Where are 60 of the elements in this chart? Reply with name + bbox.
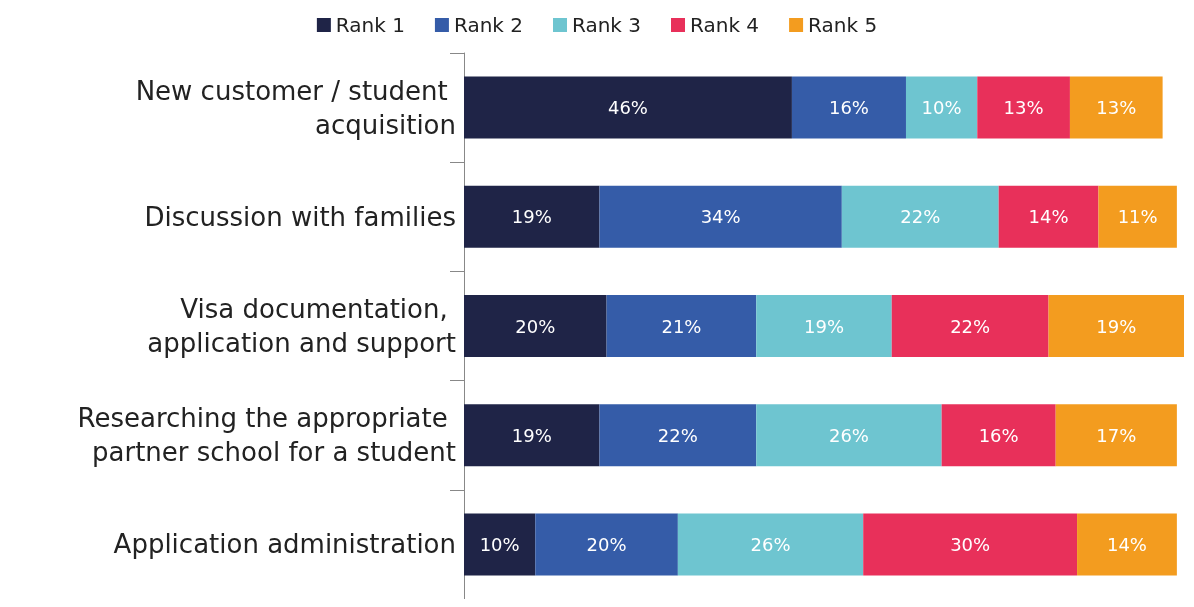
bar [606, 295, 757, 357]
y-tick-label: Application administration [113, 529, 456, 560]
data-label: 10% [921, 97, 962, 119]
bar [841, 185, 999, 248]
data-label: 16% [828, 97, 869, 119]
bar [464, 513, 536, 576]
bar [941, 404, 1056, 467]
bar [464, 185, 600, 248]
data-label: 34% [700, 206, 741, 228]
bar [891, 295, 1049, 357]
legend-label: Rank 4 [690, 13, 760, 37]
bar [1069, 76, 1163, 139]
bar [1048, 295, 1184, 357]
data-label: 46% [607, 97, 648, 119]
bar [599, 185, 842, 248]
bar [756, 404, 942, 467]
legend-label: Rank 5 [808, 13, 878, 37]
data-label: 20% [586, 533, 627, 555]
data-label: 13% [1096, 97, 1137, 119]
bar [1055, 404, 1177, 467]
data-label: 10% [479, 533, 520, 555]
legend-label: Rank 2 [453, 13, 523, 37]
bar [677, 513, 864, 576]
data-label: 22% [950, 315, 991, 337]
data-label: 21% [661, 315, 702, 337]
y-tick-label: Visa documentation, application and support [147, 294, 456, 358]
bar [905, 76, 978, 139]
bar [998, 185, 1099, 248]
data-label: 14% [1028, 206, 1069, 228]
bar [599, 404, 757, 467]
bar [977, 76, 1070, 139]
legend-label: Rank 1 [335, 13, 405, 37]
data-label: 17% [1096, 424, 1137, 446]
bar [791, 76, 906, 139]
data-label: 30% [950, 533, 991, 555]
bar [756, 295, 892, 357]
data-label: 26% [828, 424, 869, 446]
data-label: 19% [511, 424, 552, 446]
data-label: 26% [750, 533, 791, 555]
data-label: 14% [1106, 533, 1147, 555]
bar [1077, 513, 1177, 576]
data-label: 20% [515, 315, 556, 337]
bar [535, 513, 678, 576]
bar [1098, 185, 1177, 248]
data-label: 19% [803, 315, 845, 337]
y-tick-label: Researching the appropriate partner school for a student [77, 403, 456, 468]
y-tick-label: New customer / student acquisition [135, 75, 456, 140]
bar [464, 76, 792, 139]
data-label: 16% [978, 424, 1019, 446]
data-label: 19% [511, 206, 552, 228]
bar [464, 404, 600, 467]
data-label: 22% [900, 206, 941, 228]
data-label: 19% [1096, 315, 1137, 337]
data-label: 13% [1003, 97, 1044, 119]
data-label: 11% [1117, 206, 1158, 228]
bar [464, 295, 607, 357]
data-label: 22% [657, 424, 698, 446]
legend-label: Rank 3 [571, 13, 642, 37]
bar [863, 513, 1078, 576]
y-tick-label: Discussion with families [144, 201, 456, 232]
